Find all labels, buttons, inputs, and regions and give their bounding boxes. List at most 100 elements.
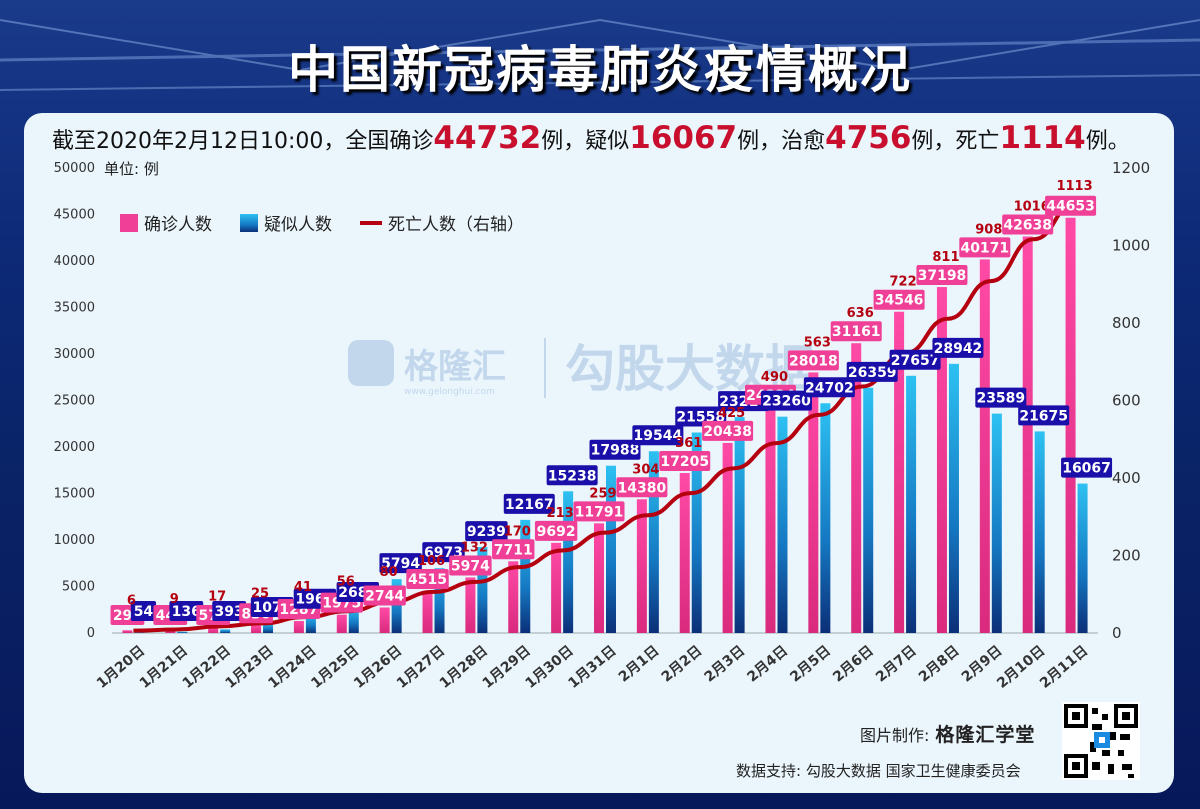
bar-confirmed — [122, 630, 133, 633]
data-label-deaths: 304 — [632, 462, 659, 477]
data-label-confirmed-bg — [1045, 195, 1097, 216]
watermark-logo-icon — [348, 340, 394, 386]
data-label-suspected: 393 — [215, 604, 244, 620]
y-right-tick-label: 1000 — [1112, 237, 1150, 255]
data-label-confirmed: 37198 — [918, 268, 967, 284]
y-right-tick-label: 800 — [1112, 314, 1141, 332]
data-label-deaths: 213 — [547, 506, 574, 521]
data-label-deaths: 80 — [380, 565, 398, 580]
x-tick-label: 2月8日 — [916, 643, 963, 686]
bar-confirmed — [1022, 236, 1033, 633]
data-label-suspected: 23260 — [762, 394, 811, 410]
data-label-suspected: 5794 — [381, 556, 420, 572]
bar-suspected — [777, 416, 788, 633]
data-label-suspected: 15238 — [548, 468, 597, 484]
data-label-deaths: 908 — [975, 222, 1002, 237]
bar-suspected — [434, 568, 445, 633]
bar-confirmed — [208, 627, 219, 633]
data-label-confirmed-bg — [1002, 214, 1054, 235]
legend-swatch-suspected — [240, 214, 258, 232]
data-label-deaths: 41 — [294, 580, 312, 595]
data-label-confirmed-bg — [449, 555, 492, 576]
credit-made: 图片制作: 格隆汇学堂 — [860, 720, 1035, 747]
data-label-confirmed-bg — [959, 237, 1011, 258]
bar-suspected — [177, 631, 188, 633]
data-label-confirmed: 31161 — [832, 324, 881, 340]
bar-confirmed — [1065, 217, 1076, 633]
data-label-suspected: 136 — [172, 604, 201, 620]
x-tick-label: 2月6日 — [830, 643, 877, 686]
data-label-deaths: 1016 — [1014, 199, 1050, 214]
data-label-confirmed-bg — [406, 569, 449, 590]
bridge-decoration — [0, 18, 1200, 91]
y-left-tick-label: 30000 — [54, 347, 95, 362]
y-left-tick-label: 35000 — [54, 301, 95, 316]
legend-label-suspected: 疑似人数 — [264, 215, 332, 235]
data-label-suspected: 16067 — [1062, 461, 1111, 477]
y-left-tick-label: 20000 — [54, 440, 95, 455]
y-left-tick-label: 45000 — [54, 208, 95, 223]
bar-suspected — [734, 417, 745, 633]
data-label-confirmed: 44653 — [1046, 199, 1095, 215]
summary-line: 截至2020年2月12日10:00，全国确诊44732例，疑似16067例，治愈… — [52, 120, 1130, 156]
watermark-url: www.gelonghui.com — [404, 387, 495, 397]
data-label-suspected: 17988 — [591, 443, 640, 459]
bar-suspected — [348, 608, 359, 633]
summary-text-1: 例，疑似 — [541, 129, 630, 154]
bar-confirmed — [251, 625, 262, 633]
bar-suspected — [606, 465, 616, 633]
data-label-deaths: 6 — [127, 593, 136, 608]
data-label-confirmed-bg — [873, 289, 925, 310]
y-left-tick-label: 5000 — [62, 580, 95, 595]
data-label-suspected-bg — [503, 493, 555, 514]
data-label-suspected-bg — [846, 361, 898, 382]
data-label-suspected-bg — [465, 521, 508, 542]
x-tick-label: 2月7日 — [873, 643, 920, 686]
summary-text-2: 例，治愈 — [737, 129, 826, 154]
summary-text-4: 例。 — [1085, 129, 1130, 154]
data-label-suspected: 54 — [134, 604, 154, 620]
data-label-confirmed: 2744 — [365, 588, 404, 604]
data-label-suspected: 24702 — [805, 380, 854, 396]
data-label-confirmed: 40171 — [960, 240, 1009, 256]
x-tick-label: 2月4日 — [744, 643, 791, 686]
y-left-tick-label: 25000 — [54, 394, 95, 409]
y-left-tick-label: 0 — [87, 626, 95, 641]
credit-made-label: 图片制作: — [860, 726, 930, 745]
data-label-deaths: 106 — [418, 554, 445, 569]
data-label-deaths: 259 — [589, 486, 616, 501]
data-label-deaths: 132 — [461, 540, 488, 555]
data-label-confirmed-bg — [916, 265, 968, 286]
data-label-suspected-bg — [379, 553, 422, 574]
credit-data-source: 数据支持: 勾股大数据 国家卫生健康委员会 — [736, 762, 1021, 780]
data-label-deaths: 9 — [170, 592, 179, 607]
page-title: 中国新冠病毒肺炎疫情概况 — [288, 41, 912, 99]
data-label-suspected: 9239 — [467, 524, 506, 540]
data-label-suspected-bg — [803, 377, 855, 398]
data-label-suspected-bg — [1061, 457, 1113, 478]
bar-confirmed — [293, 621, 304, 633]
qr-code-icon[interactable] — [1062, 702, 1140, 780]
y-left-tick-label: 10000 — [54, 533, 95, 548]
data-label-suspected: 28942 — [934, 341, 983, 357]
data-label-confirmed-bg — [363, 585, 406, 606]
data-label-confirmed-bg — [534, 520, 578, 541]
bar-suspected — [1077, 483, 1088, 633]
data-label-deaths: 25 — [251, 586, 269, 601]
legend-swatch-confirmed — [120, 214, 138, 232]
data-label-confirmed: 17205 — [660, 454, 709, 470]
bar-confirmed — [979, 259, 990, 633]
data-label-deaths: 17 — [208, 589, 226, 604]
bar-confirmed — [594, 523, 604, 633]
data-label-suspected-bg — [889, 349, 941, 370]
y-left-tick-label: 40000 — [54, 254, 95, 269]
bar-confirmed — [679, 472, 690, 633]
bar-confirmed — [465, 577, 476, 633]
data-label-deaths: 636 — [847, 306, 874, 321]
data-label-deaths: 56 — [337, 574, 355, 589]
summary-cured: 4756 — [825, 120, 912, 156]
data-label-confirmed: 34546 — [875, 293, 924, 309]
summary-prefix: 截至2020年2月12日10:00，全国确诊 — [52, 129, 434, 154]
bar-confirmed — [379, 607, 390, 633]
